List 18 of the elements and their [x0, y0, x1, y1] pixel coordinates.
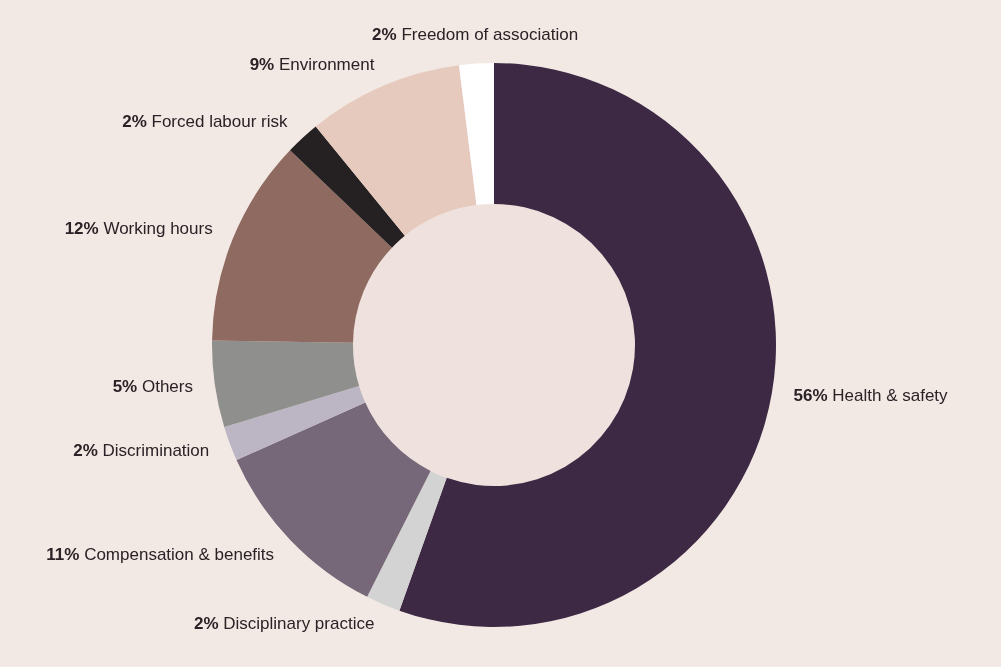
data-label: 11%: [46, 544, 80, 564]
slice-label: Health & safety: [832, 386, 949, 406]
slice-label: Environment: [278, 55, 375, 75]
slice-label: Others: [141, 377, 193, 397]
data-label: 2%: [193, 614, 219, 634]
data-label: 5%: [112, 377, 138, 397]
slice-label: Working hours: [103, 219, 213, 239]
slice-label: Discrimination: [102, 441, 210, 461]
data-label: 56%: [793, 386, 828, 406]
slice-label: Compensation & benefits: [84, 544, 275, 564]
data-label: 2%: [73, 441, 98, 461]
slice-label: Freedom of association: [401, 25, 579, 45]
data-label: 2%: [122, 111, 147, 131]
slice-label: Forced labour risk: [151, 111, 289, 131]
data-label: 9%: [249, 55, 275, 75]
data-label: 2%: [372, 25, 397, 45]
data-label: 12%: [64, 219, 99, 239]
slice-label: Disciplinary practice: [223, 614, 375, 634]
